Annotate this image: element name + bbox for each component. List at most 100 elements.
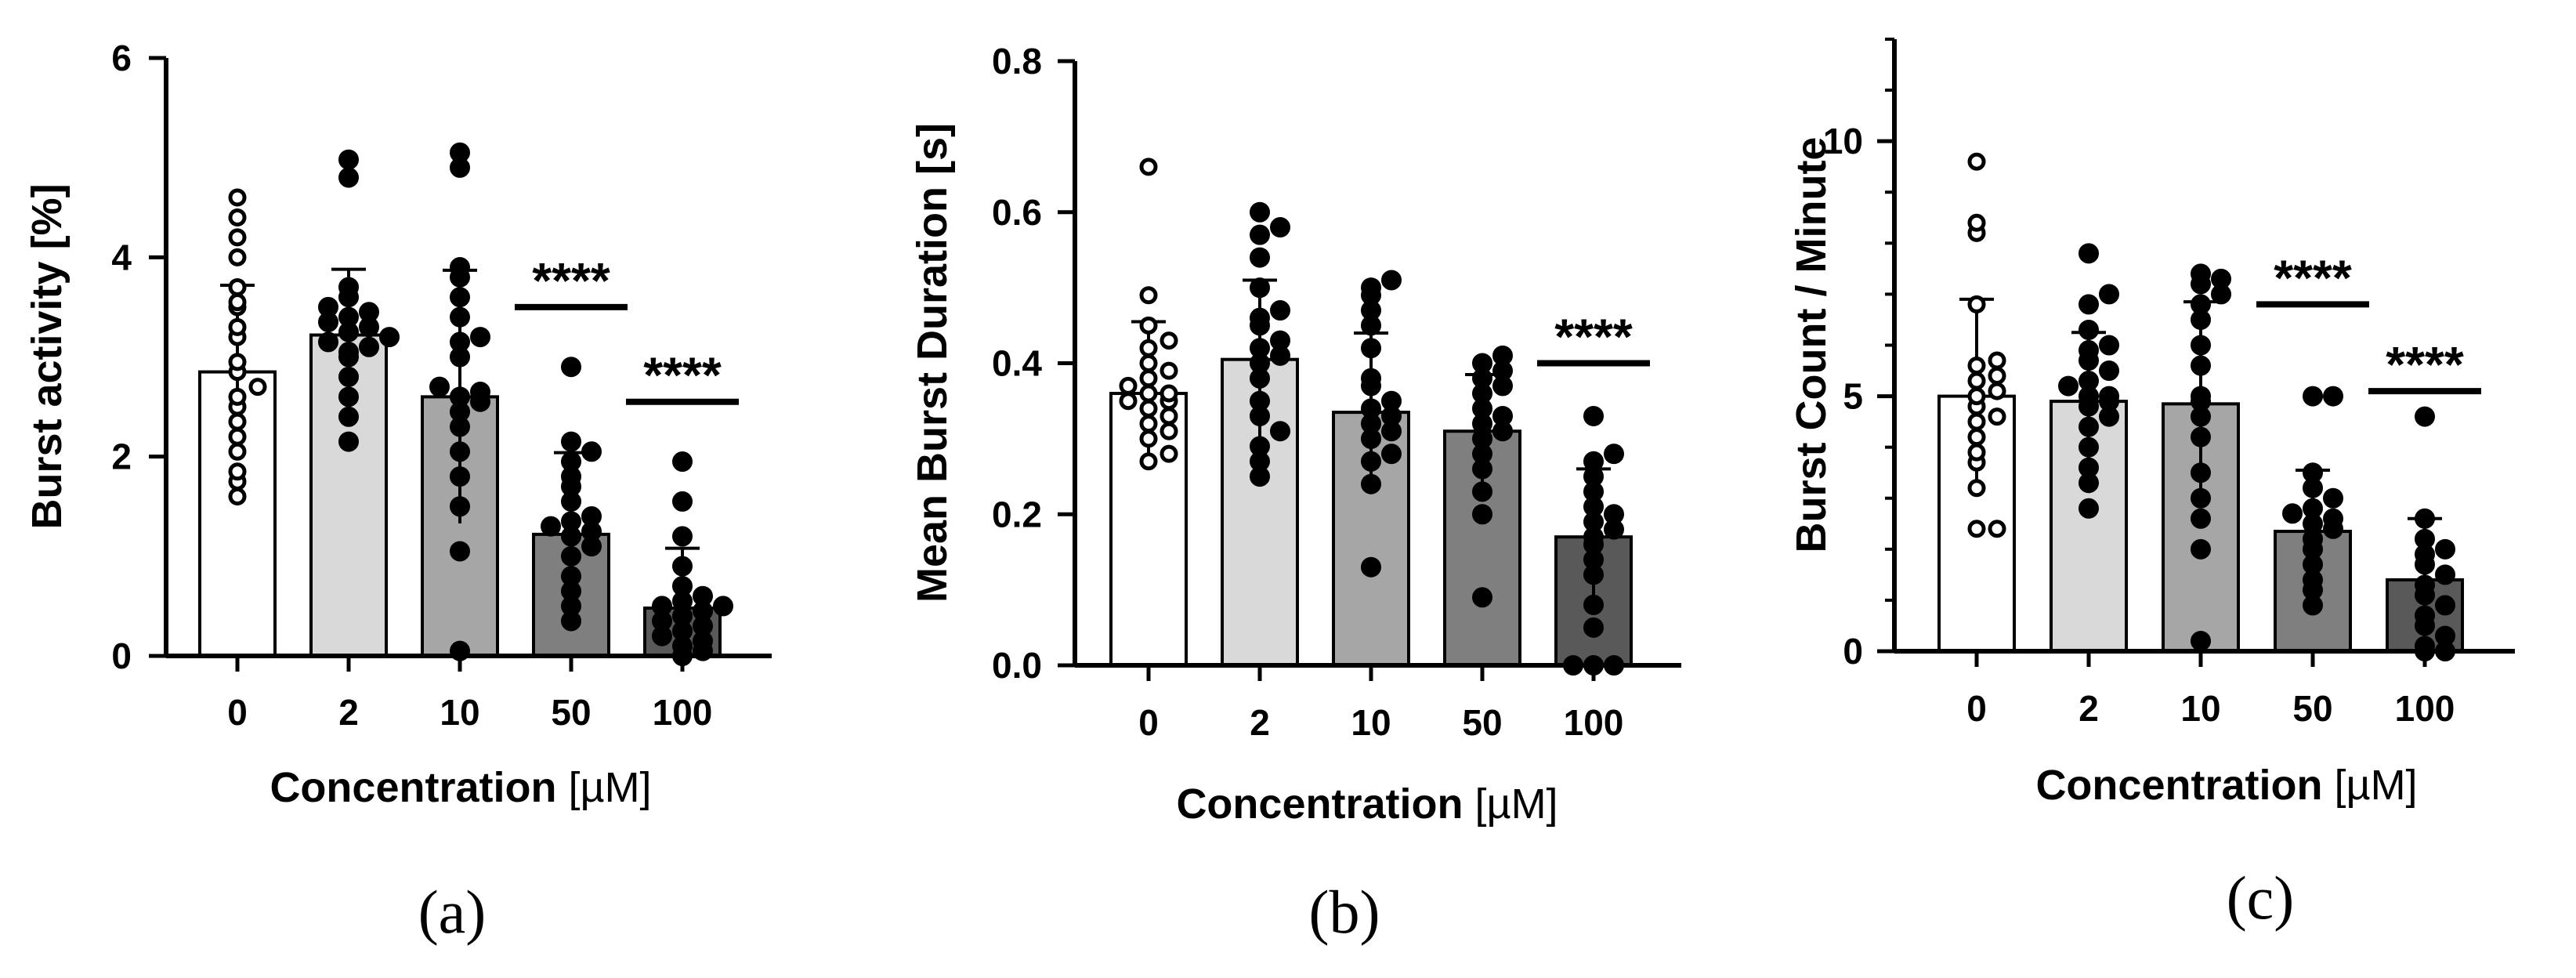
panel-a-point-2-6 xyxy=(359,336,379,357)
panel-a-point-100-14 xyxy=(672,575,693,596)
panel-a-point-0-18 xyxy=(228,208,247,226)
panel-b-point-2-15 xyxy=(1250,247,1270,268)
panel-a-point-50-15 xyxy=(581,441,602,462)
panel-b-point-0-5 xyxy=(1160,407,1178,426)
panel-a-point-10-17 xyxy=(450,257,470,278)
panel-b-point-0-2 xyxy=(1139,429,1158,448)
panel-a-y-tick-label: 2 xyxy=(111,436,132,477)
panel-a-x-tick-label: 2 xyxy=(338,692,359,733)
panel-c-point-2-16 xyxy=(2079,319,2099,340)
panel-b-point-2-13 xyxy=(1270,300,1290,321)
panel-c-point-10-0 xyxy=(2191,630,2211,651)
panel-a-point-100-17 xyxy=(672,491,693,512)
panel-a-point-100-10 xyxy=(652,596,672,617)
panel-b-y-tick-label: 0.0 xyxy=(992,645,1042,686)
panel-a-point-0-15 xyxy=(228,277,247,296)
panel-label-a: (a) xyxy=(418,878,487,946)
panel-c-point-0-17 xyxy=(1967,213,1986,232)
panel-c-point-2-2 xyxy=(2079,457,2099,478)
panel-a-point-10-2 xyxy=(450,496,470,517)
panel-c-point-0-1 xyxy=(1988,520,2006,538)
panel-b-point-0-12 xyxy=(1139,369,1158,388)
panel-c-point-10-16 xyxy=(2191,263,2211,284)
panel-c-point-0-7 xyxy=(1988,408,2006,426)
panel-a-point-10-1 xyxy=(450,541,470,562)
panel-b-point-10-9 xyxy=(1381,390,1402,411)
panel-c-point-50-9 xyxy=(2282,503,2303,524)
panel-a-point-0-19 xyxy=(228,188,247,207)
panel-b-point-10-12 xyxy=(1361,338,1381,359)
panel-b-point-2-9 xyxy=(1250,338,1270,359)
panel-b-point-2-5 xyxy=(1250,390,1270,411)
panel-c-x-tick-label: 2 xyxy=(2079,688,2099,729)
panel-c-point-0-5 xyxy=(1967,428,1986,447)
panel-b-point-100-15 xyxy=(1583,451,1604,472)
panel-c-y-tick-label: 5 xyxy=(1843,376,1863,417)
panel-c-point-2-0 xyxy=(2079,498,2099,519)
panel-c-x-axis-label: Concentration [µM] xyxy=(2035,762,2417,809)
panel-b-point-2-16 xyxy=(1250,224,1270,245)
panel-c-point-50-15 xyxy=(2323,386,2343,407)
panel-c-x-axis-label-text: Concentration xyxy=(2035,762,2334,809)
panel-b-x-tick-label: 100 xyxy=(1564,702,1624,743)
panel-c-point-10-3 xyxy=(2191,487,2211,509)
panel-a-point-0-14 xyxy=(228,293,247,312)
panel-a-point-50-4 xyxy=(561,545,581,567)
panel-c-y-tick-label: 10 xyxy=(1823,121,1863,161)
panel-c-point-10-1 xyxy=(2191,538,2211,560)
panel-b-point-50-15 xyxy=(1492,345,1513,366)
panel-b-point-10-16 xyxy=(1361,277,1381,299)
panel-a-point-2-13 xyxy=(359,302,379,323)
panel-b-point-10-0 xyxy=(1361,556,1381,578)
panel-a-point-0-16 xyxy=(228,248,247,266)
panel-c-point-50-8 xyxy=(2323,508,2343,529)
panel-a-point-10-12 xyxy=(450,331,470,353)
panel-b-point-50-2 xyxy=(1472,481,1492,502)
panel-a-point-2-17 xyxy=(338,167,359,188)
panel-c-significance-label-100: **** xyxy=(2386,336,2464,393)
panel-a-point-2-8 xyxy=(379,327,400,348)
panel-b-point-100-4 xyxy=(1583,594,1604,615)
panel-a-point-10-4 xyxy=(450,441,470,462)
panel-b-point-0-4 xyxy=(1139,415,1158,433)
panel-a-x-tick-label: 10 xyxy=(440,692,479,733)
panel-c-point-0-14 xyxy=(1988,351,2006,370)
panel-b-point-2-12 xyxy=(1250,307,1270,328)
panel-a-point-0-10 xyxy=(228,353,247,371)
panel-c-point-2-14 xyxy=(2079,340,2099,361)
panel-b-point-0-14 xyxy=(1139,354,1158,372)
panel-c-x-tick-label: 10 xyxy=(2180,688,2220,729)
panel-b-point-100-16 xyxy=(1604,444,1624,465)
panel-c-point-0-12 xyxy=(1988,367,2006,386)
panel-b-y-tick-label: 0.8 xyxy=(992,41,1042,82)
panel-c-point-0-6 xyxy=(1967,412,1986,431)
panel-b-point-0-16 xyxy=(1160,331,1178,350)
panel-a-point-50-16 xyxy=(561,431,581,452)
panel-b-y-tick-label: 0.2 xyxy=(992,494,1042,534)
panel-b-point-0-8 xyxy=(1119,392,1138,411)
panel-a-point-10-15 xyxy=(450,287,470,308)
panel-c-point-0-18 xyxy=(1967,152,1986,171)
panel-a-point-2-3 xyxy=(338,366,359,387)
panel-b-point-2-10 xyxy=(1270,330,1290,351)
panel-b-point-50-14 xyxy=(1472,353,1492,374)
panel-c-point-10-4 xyxy=(2191,462,2211,484)
panel-b-x-axis-label-text: Concentration xyxy=(1176,781,1474,828)
panel-a-x-tick-label: 50 xyxy=(551,692,591,733)
panel-c-point-0-2 xyxy=(1967,479,1986,498)
panel-c-point-10-8 xyxy=(2191,386,2211,407)
panel-b-point-100-3 xyxy=(1583,617,1604,638)
panel-a-point-0-7 xyxy=(228,387,247,406)
panel-c-point-10-2 xyxy=(2191,508,2211,529)
panel-c-x-axis-label-unit: [µM] xyxy=(2334,762,2417,809)
panel-a-x-tick-label: 0 xyxy=(227,692,248,733)
panel-b-point-50-0 xyxy=(1472,587,1492,608)
panel-c-point-10-9 xyxy=(2191,355,2211,376)
panel-c-point-100-3 xyxy=(2435,625,2455,647)
panel-c-point-100-15 xyxy=(2415,406,2435,427)
panel-c-point-100-14 xyxy=(2415,508,2435,529)
panel-a-point-0-4 xyxy=(228,427,247,446)
